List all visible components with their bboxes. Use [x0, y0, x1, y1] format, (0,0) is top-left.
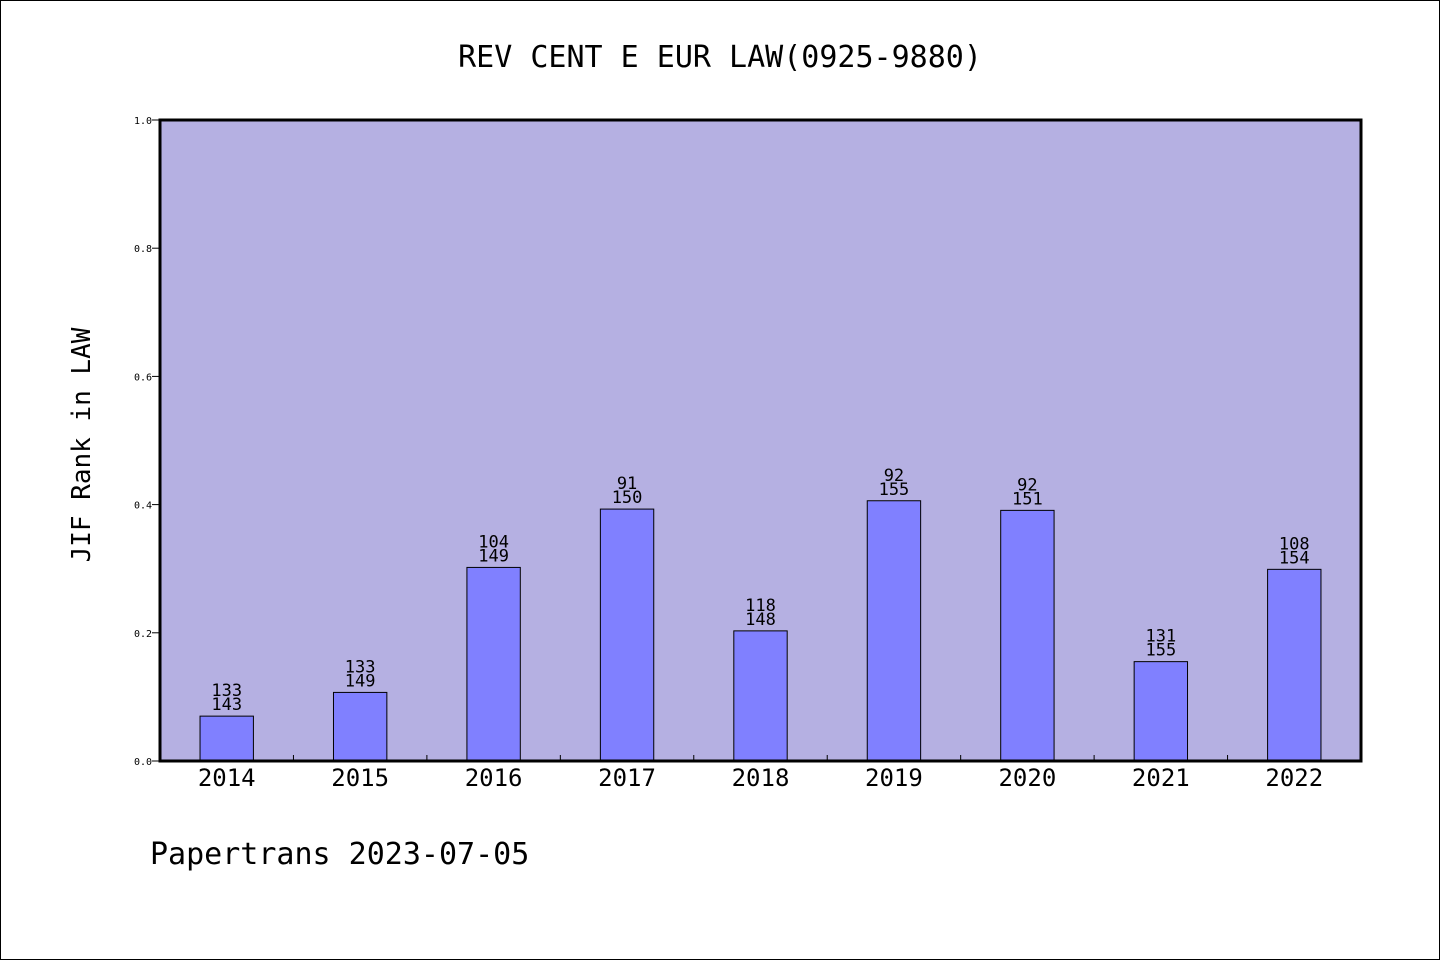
- data-label-rank: 104: [478, 532, 509, 552]
- x-tick-label: 2021: [1132, 764, 1190, 792]
- data-label-rank: 92: [884, 466, 904, 486]
- y-tick-label: 0.4: [134, 501, 152, 512]
- data-label-rank: 118: [745, 596, 776, 616]
- y-tick-label: 0.8: [134, 244, 152, 255]
- data-label-total: 151: [1012, 489, 1043, 509]
- x-tick-label: 2017: [598, 764, 656, 792]
- data-label-rank: 91: [617, 474, 637, 494]
- bar-2022: [1267, 568, 1322, 762]
- x-tick-label: 2018: [732, 764, 790, 792]
- data-label-total: 154: [1279, 548, 1310, 568]
- data-label-total: 150: [612, 488, 643, 508]
- data-label-total: 155: [1145, 641, 1176, 661]
- chart-title: REV CENT E EUR LAW(0925-9880): [458, 40, 982, 75]
- x-tick-label: 2022: [1265, 764, 1323, 792]
- data-label-rank: 133: [345, 657, 376, 677]
- x-tick-label: 2019: [865, 764, 923, 792]
- bar-2019: [866, 500, 922, 762]
- x-tick-label: 2015: [331, 764, 389, 792]
- x-tick-label: 2014: [198, 764, 256, 792]
- bar-2017: [599, 508, 655, 762]
- x-axis: 2014 2015 2016 2017 2018 2019 2020 2021 2022: [198, 755, 1323, 792]
- data-label-rank: 133: [211, 681, 242, 701]
- data-label-rank: 92: [1017, 475, 1037, 495]
- data-label-total: 149: [345, 671, 376, 691]
- data-label-total: 143: [211, 695, 242, 715]
- data-label-total: 155: [879, 480, 910, 500]
- y-tick-label: 0.2: [134, 629, 152, 640]
- x-tick-label: 2020: [998, 764, 1056, 792]
- y-tick-label: 0.0: [134, 757, 152, 768]
- bar-2018: [733, 630, 788, 762]
- plot-border: [158, 118, 1363, 763]
- data-label-total: 148: [745, 610, 776, 630]
- bar-2021: [1133, 661, 1189, 762]
- y-axis-label: JIF Rank in LAW: [67, 327, 97, 562]
- x-tick-label: 2016: [465, 764, 523, 792]
- y-tick-label: 1.0: [134, 116, 152, 127]
- bar-2015: [332, 691, 388, 762]
- data-label-rank: 131: [1145, 627, 1176, 647]
- bar-2014: [199, 715, 254, 762]
- data-label-total: 149: [478, 546, 509, 566]
- data-label-rank: 108: [1279, 534, 1310, 554]
- bar-2020: [1000, 509, 1055, 762]
- footer-text: Papertrans 2023-07-05: [150, 837, 529, 872]
- y-axis: 0.0 0.2 0.4 0.6 0.8 1.0: [134, 116, 160, 768]
- y-tick-label: 0.6: [134, 372, 152, 383]
- bar-2016: [466, 566, 521, 762]
